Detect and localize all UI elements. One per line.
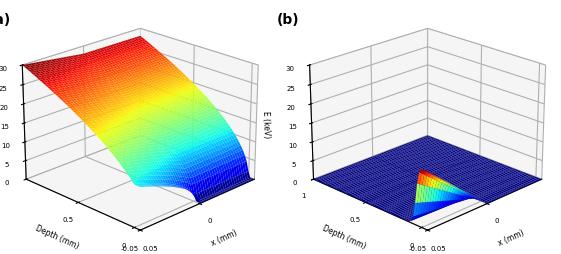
Y-axis label: Depth (mm): Depth (mm) — [34, 223, 80, 250]
X-axis label: x (mm): x (mm) — [209, 227, 238, 246]
X-axis label: x (mm): x (mm) — [497, 227, 526, 246]
Text: (a): (a) — [0, 13, 11, 27]
Text: (b): (b) — [276, 13, 299, 27]
Y-axis label: Depth (mm): Depth (mm) — [321, 223, 367, 250]
